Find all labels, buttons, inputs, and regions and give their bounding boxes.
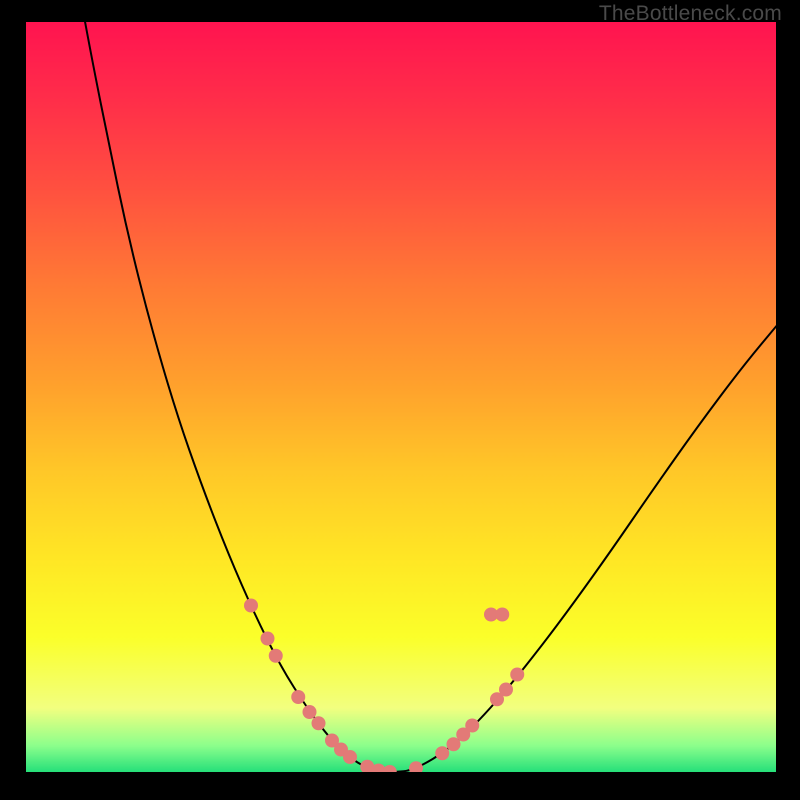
gradient-background xyxy=(26,22,776,772)
watermark-text: TheBottleneck.com xyxy=(599,2,782,26)
chart-canvas: TheBottleneck.com xyxy=(0,0,800,800)
